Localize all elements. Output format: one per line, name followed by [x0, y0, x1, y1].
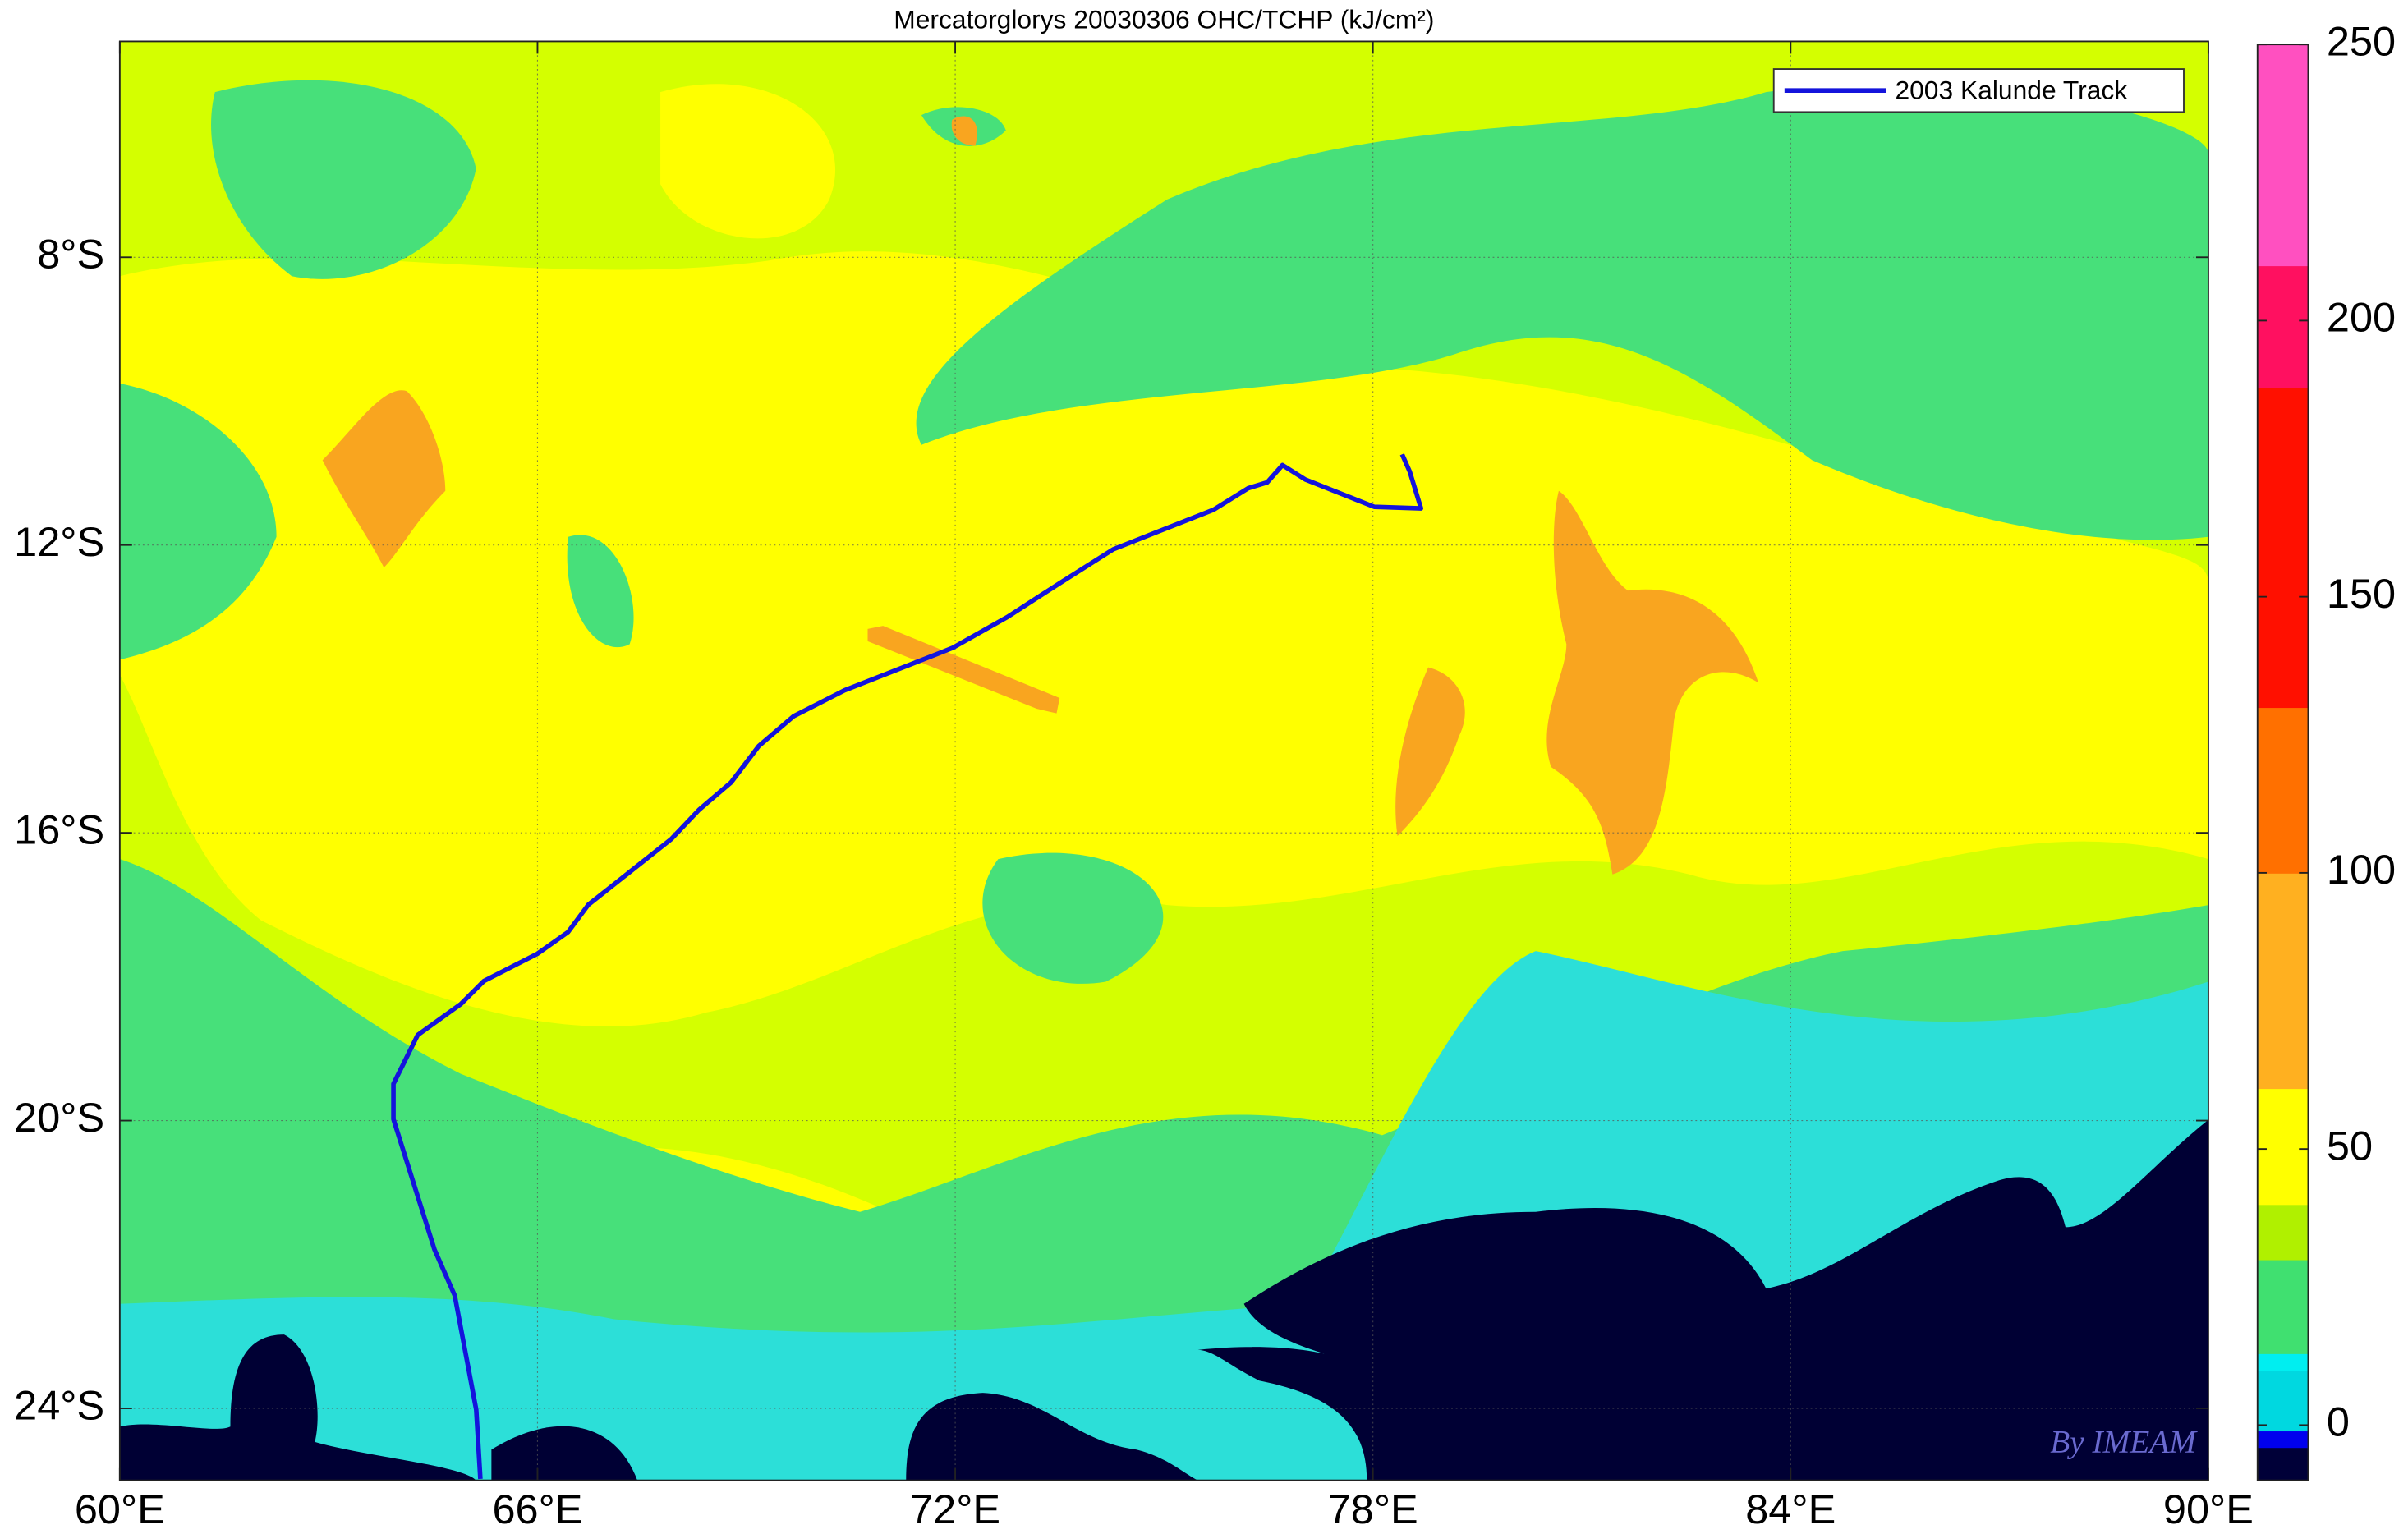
x-tick-label: 72°E — [910, 1486, 1000, 1532]
field-navy — [119, 1334, 476, 1481]
colorbar-band — [2257, 387, 2309, 709]
legend-label: 2003 Kalunde Track — [1895, 75, 2127, 104]
legend: 2003 Kalunde Track — [1772, 68, 2185, 113]
colorbar-band — [2257, 1204, 2309, 1261]
grid — [119, 41, 2208, 1481]
colorbar-band — [2257, 872, 2309, 1090]
track-layer — [391, 453, 1424, 1480]
field-green — [567, 535, 634, 648]
colorbar-tick-label: 200 — [2327, 294, 2396, 341]
x-tick-label: 66°E — [492, 1486, 582, 1532]
plot-frame — [118, 40, 2209, 1481]
x-tick-label: 90°E — [2163, 1486, 2254, 1532]
y-tick-label: 16°S — [14, 806, 104, 852]
field-green — [211, 80, 476, 279]
field-navy — [491, 1426, 638, 1481]
colorbar-band — [2257, 1370, 2309, 1432]
field-green — [119, 384, 277, 660]
field-orange — [951, 116, 977, 146]
field-green — [982, 852, 1164, 984]
field-orange — [322, 390, 446, 568]
y-tick-label: 8°S — [37, 231, 104, 278]
x-tick-label: 84°E — [1745, 1486, 1836, 1532]
colorbar-band — [2257, 1431, 2309, 1449]
colorbar-frame — [2256, 44, 2309, 1481]
y-tick-label: 12°S — [14, 518, 104, 565]
field-green — [916, 83, 2208, 540]
x-tick-label: 60°E — [75, 1486, 165, 1532]
colorbar-band — [2257, 265, 2309, 388]
field-yellow — [660, 84, 836, 239]
field-navy — [1197, 1119, 2208, 1481]
colorbar-tick-label: 0 — [2327, 1399, 2350, 1445]
colorbar-band — [2257, 44, 2309, 267]
colorbar-band — [2257, 1447, 2309, 1481]
field-orange — [1395, 667, 1465, 837]
y-tick-label: 20°S — [14, 1094, 104, 1141]
x-tick-label: 78°E — [1328, 1486, 1418, 1532]
ohc-field — [119, 41, 2208, 1481]
colorbar-tick-label: 250 — [2327, 18, 2396, 65]
storm-track — [391, 453, 1424, 1480]
watermark: By IMEAM — [2050, 1425, 2198, 1460]
field-navy — [906, 1393, 1198, 1481]
colorbar-tick-label: 150 — [2327, 570, 2396, 617]
axes: 60°E 66°E 72°E 78°E 84°E 90°E 8°S 12°S 16°S 20°S 2… — [14, 41, 2254, 1532]
colorbar: 0 50 100 150 200 250 — [2256, 18, 2396, 1481]
colorbar-tick-label: 50 — [2327, 1122, 2373, 1169]
colorbar-band — [2257, 1088, 2309, 1206]
colorbar-band — [2257, 1353, 2309, 1371]
colorbar-tick-label: 100 — [2327, 846, 2396, 893]
y-tick-label: 24°S — [14, 1381, 104, 1428]
colorbar-band — [2257, 707, 2309, 874]
colorbar-band — [2257, 1259, 2309, 1354]
field-orange — [867, 626, 1060, 714]
field-orange — [1546, 490, 1759, 875]
map-title: Mercatorglorys 20030306 OHC/TCHP (kJ/cm²… — [894, 5, 1434, 34]
